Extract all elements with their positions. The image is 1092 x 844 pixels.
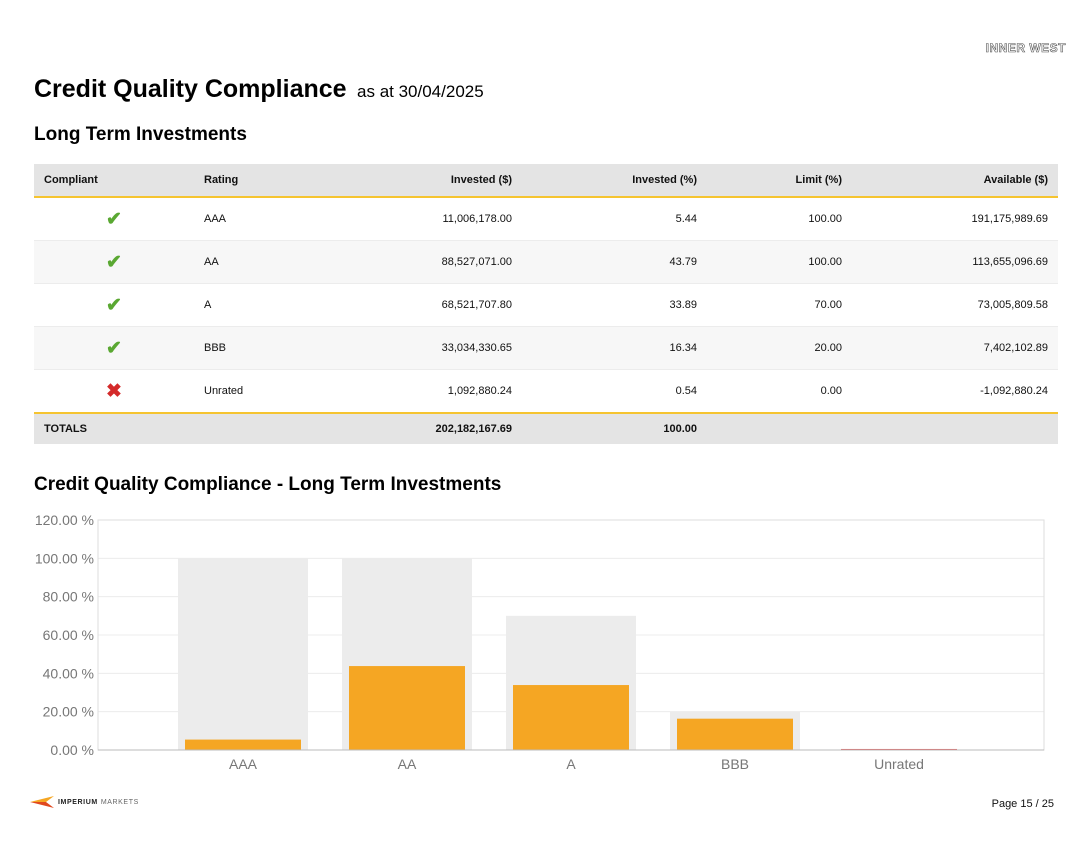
title-main: Credit Quality Compliance	[34, 75, 347, 103]
invested-amt-cell: 11,006,178.00	[322, 197, 522, 241]
check-icon: ✔	[106, 251, 122, 273]
invested-pct-cell: 43.79	[522, 240, 707, 284]
brand-bold: IMPERIUM	[58, 798, 98, 806]
totals-label: TOTALS	[34, 412, 194, 444]
compliant-cell: ✔	[34, 326, 194, 370]
table-row: ✔ AAA 11,006,178.00 5.44 100.00 191,175,989.6…	[34, 197, 1058, 241]
available-cell: 113,655,096.69	[852, 240, 1058, 284]
invested-pct-cell: 0.54	[522, 369, 707, 414]
invested-amt-cell: 1,092,880.24	[322, 369, 522, 414]
compliant-cell: ✔	[34, 197, 194, 241]
rating-cell: AA	[194, 240, 322, 284]
credit-quality-chart: 0.00 % 20.00 % 40.00 % 60.00 % 80.00 % 100.00…	[35, 512, 1045, 772]
invested-amt-cell: 68,521,707.80	[322, 283, 522, 327]
col-rating: Rating	[194, 164, 322, 198]
section-heading-chart: Credit Quality Compliance - Long Term In…	[34, 474, 502, 495]
rating-cell: BBB	[194, 326, 322, 370]
totals-invested-pct: 100.00	[522, 412, 707, 444]
available-cell: 7,402,102.89	[852, 326, 1058, 370]
x-tick-label: Unrated	[874, 756, 924, 772]
y-tick-label: 100.00 %	[35, 550, 94, 566]
compliant-cell: ✔	[34, 283, 194, 327]
available-cell: 73,005,809.58	[852, 283, 1058, 327]
client-logo: INNER WEST	[985, 41, 1066, 56]
y-tick-label: 40.00 %	[43, 665, 94, 681]
x-tick-label: AA	[398, 756, 417, 772]
totals-invested-amt: 202,182,167.69	[322, 412, 522, 444]
available-cell: -1,092,880.24	[852, 369, 1058, 414]
col-invested-pct: Invested (%)	[522, 164, 707, 198]
y-tick-label: 120.00 %	[35, 512, 94, 528]
limit-pct-cell: 20.00	[707, 326, 852, 370]
imperium-logo-icon	[30, 796, 54, 808]
limit-pct-cell: 70.00	[707, 283, 852, 327]
totals-row: TOTALS 202,182,167.69 100.00	[34, 412, 1058, 444]
rating-cell: A	[194, 283, 322, 327]
cross-icon: ✖	[106, 380, 122, 402]
check-icon: ✔	[106, 208, 122, 230]
invested-pct-cell: 5.44	[522, 197, 707, 241]
x-tick-label: A	[566, 756, 576, 772]
table-row: ✔ A 68,521,707.80 33.89 70.00 73,005,809.58	[34, 283, 1058, 327]
col-invested-amt: Invested ($)	[322, 164, 522, 198]
y-tick-label: 80.00 %	[43, 589, 94, 605]
check-icon: ✔	[106, 294, 122, 316]
limit-pct-cell: 100.00	[707, 197, 852, 241]
rating-cell: Unrated	[194, 369, 322, 414]
compliant-cell: ✔	[34, 240, 194, 284]
page-number: Page 15 / 25	[991, 798, 1054, 810]
rating-cell: AAA	[194, 197, 322, 241]
y-tick-label: 20.00 %	[43, 704, 94, 720]
x-tick-label: AAA	[229, 756, 258, 772]
limit-pct-cell: 100.00	[707, 240, 852, 284]
invested-amt-cell: 33,034,330.65	[322, 326, 522, 370]
limit-pct-cell: 0.00	[707, 369, 852, 414]
available-cell: 191,175,989.69	[852, 197, 1058, 241]
compliant-cell: ✖	[34, 369, 194, 414]
footer-brand: IMPERIUM MARKETS	[30, 796, 139, 808]
invested-bar	[185, 739, 301, 750]
invested-bar	[513, 685, 629, 750]
col-available: Available ($)	[852, 164, 1058, 198]
table-row: ✖ Unrated 1,092,880.24 0.54 0.00 -1,092,880.2…	[34, 369, 1058, 414]
table-header-row: Compliant Rating Invested ($) Invested (…	[34, 164, 1058, 198]
x-tick-label: BBB	[721, 756, 749, 772]
invested-pct-cell: 16.34	[522, 326, 707, 370]
check-icon: ✔	[106, 337, 122, 359]
invested-bar	[841, 748, 957, 750]
title-date: as at 30/04/2025	[357, 82, 484, 101]
col-limit-pct: Limit (%)	[707, 164, 852, 198]
section-heading-long-term: Long Term Investments	[34, 124, 247, 145]
page-title: Credit Quality Compliance as at 30/04/20…	[34, 75, 484, 104]
brand-light: MARKETS	[100, 798, 139, 806]
y-tick-label: 60.00 %	[43, 627, 94, 643]
compliance-table: Compliant Rating Invested ($) Invested (…	[34, 164, 1058, 444]
col-compliant: Compliant	[34, 164, 194, 198]
invested-amt-cell: 88,527,071.00	[322, 240, 522, 284]
invested-bar	[677, 718, 793, 750]
y-tick-label: 0.00 %	[50, 742, 94, 758]
table-row: ✔ BBB 33,034,330.65 16.34 20.00 7,402,102.89	[34, 326, 1058, 370]
invested-bar	[349, 666, 465, 750]
limit-bar	[178, 558, 308, 750]
table-row: ✔ AA 88,527,071.00 43.79 100.00 113,655,096.6…	[34, 240, 1058, 284]
invested-pct-cell: 33.89	[522, 283, 707, 327]
